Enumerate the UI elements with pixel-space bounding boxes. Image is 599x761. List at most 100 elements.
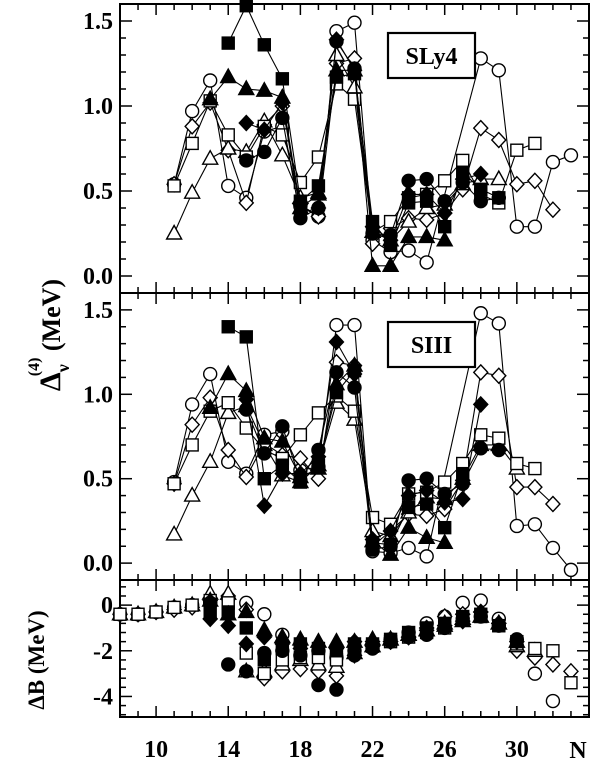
data-point <box>527 666 543 681</box>
data-point <box>528 136 542 151</box>
data-point <box>526 478 543 496</box>
data-point <box>185 136 199 151</box>
data-point <box>257 607 272 622</box>
data-point <box>167 179 181 193</box>
data-point <box>472 119 489 137</box>
data-point <box>528 641 542 656</box>
data-point <box>184 397 200 412</box>
data-point <box>347 380 362 395</box>
data-point <box>255 81 273 97</box>
data-point <box>185 438 199 452</box>
data-point <box>508 175 525 193</box>
data-point <box>437 174 452 188</box>
data-point <box>491 316 507 331</box>
data-point <box>221 128 235 142</box>
panel-bottom: -4 -2 0 <box>93 579 590 718</box>
data-point <box>309 184 328 201</box>
data-point <box>509 219 525 234</box>
data-point <box>509 518 525 534</box>
data-point <box>310 470 327 488</box>
data-point <box>238 635 255 653</box>
data-point <box>329 317 344 333</box>
data-point <box>544 201 561 219</box>
data-point <box>418 507 435 525</box>
data-point <box>490 131 507 149</box>
data-point <box>255 428 273 445</box>
data-point <box>275 72 290 86</box>
panel-top: 0.0 0.5 1.0 1.5 SLy4 <box>83 0 590 294</box>
data-point <box>563 562 579 578</box>
data-point <box>293 637 308 651</box>
data-point <box>401 243 416 258</box>
data-point <box>221 605 235 619</box>
data-point <box>546 644 560 658</box>
data-point <box>185 598 199 612</box>
data-point <box>347 66 362 81</box>
data-point <box>257 446 272 461</box>
data-point <box>219 364 237 381</box>
data-point <box>311 179 326 193</box>
data-point <box>544 655 561 674</box>
data-point <box>201 89 219 106</box>
x-tick-label: 14 <box>216 737 240 761</box>
data-point <box>492 191 506 205</box>
data-point <box>490 169 508 186</box>
data-point <box>401 196 416 210</box>
data-point <box>527 517 543 532</box>
data-point <box>273 145 292 162</box>
y-axis-label-upper-superscript: (4) <box>26 358 43 377</box>
data-point <box>257 38 272 52</box>
data-point <box>474 428 488 442</box>
data-point <box>183 183 201 199</box>
data-point <box>184 103 200 119</box>
data-point <box>436 230 454 247</box>
data-point <box>239 0 253 13</box>
data-point <box>203 605 217 619</box>
data-point <box>399 227 418 244</box>
series-open-square <box>167 77 542 239</box>
x-tick-label: 18 <box>288 737 312 761</box>
data-point <box>437 520 452 535</box>
panel-label-box <box>386 31 477 80</box>
y-tick-label: -4 <box>93 684 113 710</box>
panel-label: SLy4 <box>405 44 457 70</box>
y-axis-label-lower: ΔB (MeV) <box>24 610 49 709</box>
data-point <box>238 194 255 212</box>
data-point <box>221 320 235 334</box>
data-point <box>202 366 218 382</box>
panel-middle: 0.0 0.5 1.0 1.5 SIII <box>83 292 590 581</box>
data-point <box>257 666 272 681</box>
data-point <box>437 219 452 234</box>
data-point <box>238 114 255 132</box>
data-point <box>473 441 488 456</box>
data-point <box>401 173 416 189</box>
data-point <box>293 428 308 442</box>
data-point <box>419 171 434 187</box>
data-point <box>418 211 435 229</box>
data-point <box>310 199 327 217</box>
data-point <box>201 149 219 165</box>
data-point <box>256 497 273 515</box>
data-point <box>165 224 183 240</box>
data-point <box>417 528 436 544</box>
data-point <box>545 693 561 709</box>
data-point <box>456 165 470 180</box>
data-point <box>328 31 345 49</box>
data-point <box>219 139 237 155</box>
data-point <box>363 256 382 272</box>
data-point <box>347 648 362 663</box>
x-axis-label: N <box>569 738 587 761</box>
data-point <box>329 385 344 400</box>
data-point <box>327 45 346 62</box>
data-point <box>311 458 326 472</box>
data-point <box>293 475 308 489</box>
data-point <box>328 333 345 351</box>
data-point <box>131 607 145 621</box>
data-point <box>201 452 219 469</box>
data-point <box>365 214 380 229</box>
y-tick-label: 0.0 <box>83 264 113 290</box>
panel-frame <box>119 292 590 581</box>
data-point <box>237 79 255 96</box>
data-point <box>381 545 400 561</box>
data-point <box>275 641 290 656</box>
